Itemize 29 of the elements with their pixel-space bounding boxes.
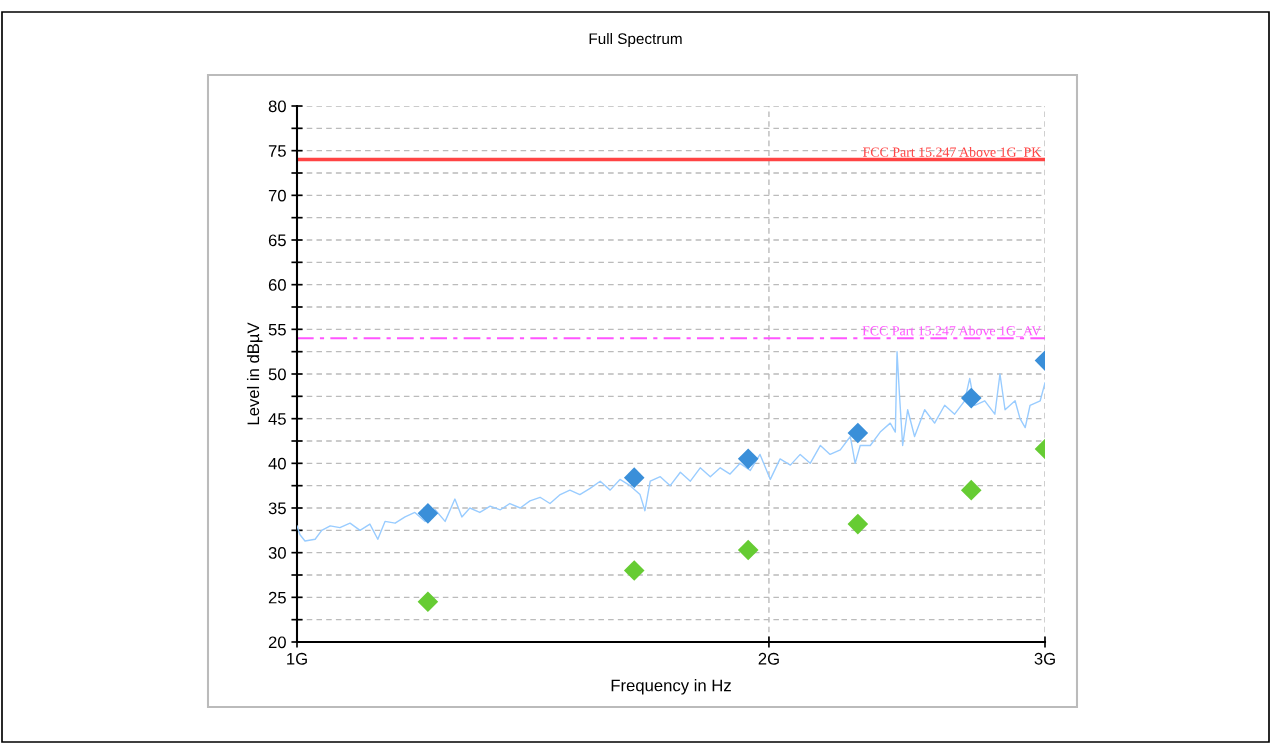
point xyxy=(737,539,759,561)
y-tick-label: 40 xyxy=(268,457,286,470)
point xyxy=(960,387,982,409)
y-tick-label: 45 xyxy=(268,413,286,425)
y-tick-label: 80 xyxy=(268,100,286,113)
point xyxy=(847,422,869,444)
chart-title: Full Spectrum xyxy=(589,32,682,48)
x-tick-label: 1G xyxy=(287,652,307,665)
y-tick-label: 70 xyxy=(268,189,286,202)
y-tick-label: 60 xyxy=(268,279,286,291)
point xyxy=(737,448,759,470)
point xyxy=(847,513,869,535)
ref-line-label: FCC Part 15.247 Above 1G_PK xyxy=(863,147,1042,159)
x-axis-title: Frequency in Hz xyxy=(611,679,731,695)
y-tick-label: 35 xyxy=(268,502,286,515)
y-tick-label: 25 xyxy=(268,591,286,604)
y-tick-label: 30 xyxy=(268,547,286,559)
x-tick-label: 3G xyxy=(1034,652,1055,665)
y-tick-label: 20 xyxy=(268,636,286,649)
y-tick-label: 65 xyxy=(268,234,286,247)
point xyxy=(960,479,982,501)
point xyxy=(623,467,645,488)
y-tick-label: 75 xyxy=(268,145,286,157)
y-tick-label: 50 xyxy=(268,368,286,381)
x-tick-label: 2G xyxy=(758,652,779,665)
y-tick-label: 55 xyxy=(268,323,286,336)
y-axis-title: Level in dBµV xyxy=(246,322,263,425)
ref-line-label: FCC Part 15.247 Above 1G_AV xyxy=(862,325,1042,338)
point xyxy=(623,560,645,581)
